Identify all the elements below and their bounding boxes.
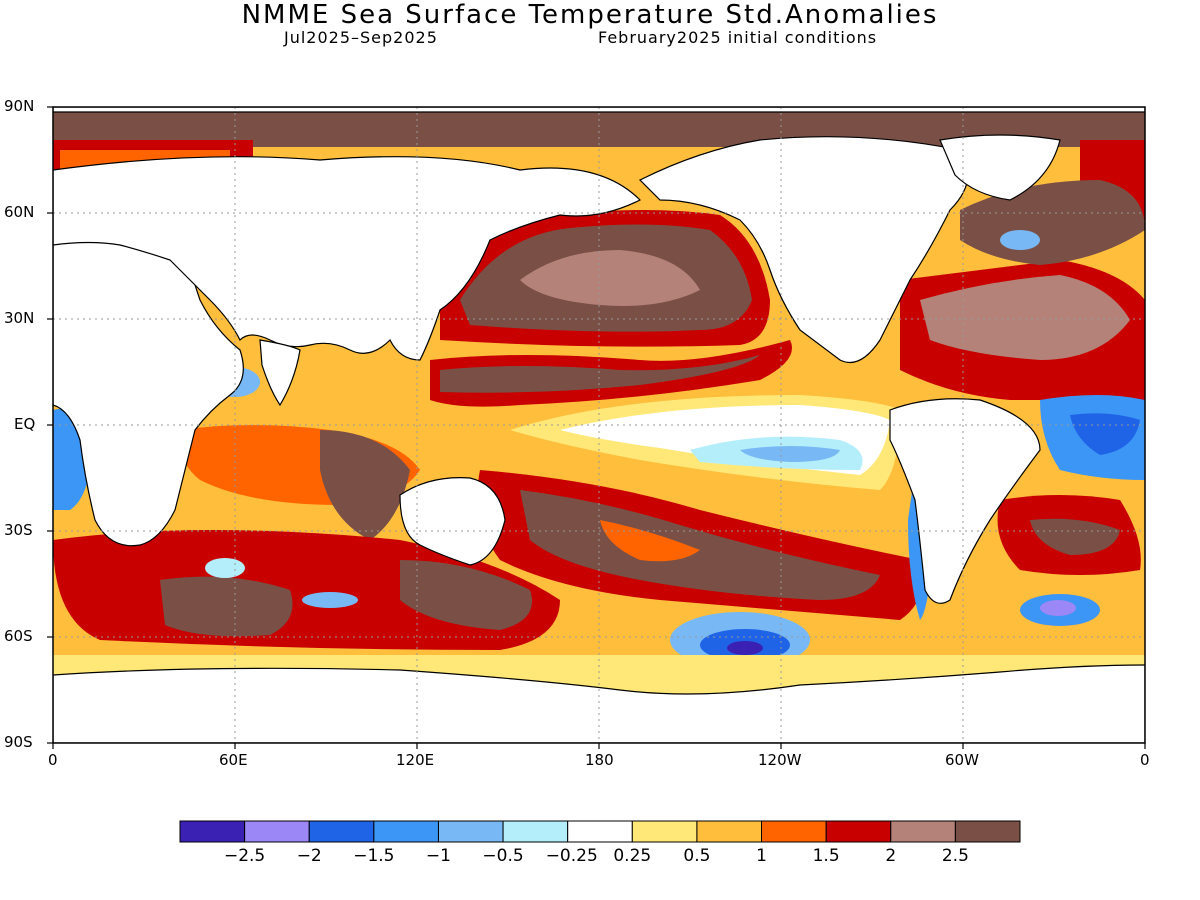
south-atlantic-brown xyxy=(1030,518,1120,555)
legend-label: 1 xyxy=(756,846,767,866)
india xyxy=(259,339,301,407)
forecast-period: Jul2025–Sep2025 xyxy=(284,28,438,47)
lon-label: 120W xyxy=(758,751,802,769)
lon-label: 0 xyxy=(1140,751,1150,769)
tropical-atlantic-cool-core xyxy=(1070,413,1140,455)
legend-swatch xyxy=(308,820,375,843)
lat-label: 30N xyxy=(4,309,35,327)
legend-swatch xyxy=(954,820,1021,843)
south-america xyxy=(889,398,1041,604)
south-pacific-brown xyxy=(520,490,880,600)
legend-label: 0.5 xyxy=(683,846,711,866)
legend-label: 2 xyxy=(885,846,897,866)
legend-label: −2 xyxy=(296,846,322,866)
arctic-edge xyxy=(53,107,1145,113)
south-indian-brown xyxy=(160,576,293,637)
lon-label: 0 xyxy=(48,751,58,769)
legend-swatch xyxy=(437,820,504,843)
australia xyxy=(399,477,506,566)
southern-ocean-cool-center xyxy=(727,641,763,655)
legend-swatch xyxy=(502,820,569,843)
legend-label: −0.5 xyxy=(482,846,524,866)
lat-label: 90S xyxy=(4,733,33,751)
indian-ocean-brown xyxy=(320,430,410,540)
lat-label: 90N xyxy=(4,97,35,115)
eurasia xyxy=(53,156,642,361)
legend-label: 0.25 xyxy=(613,846,652,866)
map-gridlines xyxy=(53,107,1145,743)
initial-conditions: February2025 initial conditions xyxy=(598,28,878,47)
legend-swatch xyxy=(631,820,698,843)
lat-label: 60N xyxy=(4,203,35,221)
lon-label: 120E xyxy=(396,751,435,769)
north-america xyxy=(638,136,969,364)
axis-ticks xyxy=(47,106,1146,749)
legend-swatch xyxy=(244,820,310,843)
legend-label: −2.5 xyxy=(223,846,266,866)
legend-swatch xyxy=(696,820,763,843)
map-title: NMME Sea Surface Temperature Std.Anomali… xyxy=(241,0,939,30)
south-pacific-orange xyxy=(600,520,700,562)
legend-swatch xyxy=(179,820,246,843)
legend-swatch xyxy=(567,820,633,843)
legend-label: −0.25 xyxy=(545,846,598,866)
legend-swatch xyxy=(825,820,892,843)
legend-swatch xyxy=(761,820,827,843)
legend-label: −1.5 xyxy=(353,846,395,866)
lon-label: 60E xyxy=(219,751,248,769)
south-australia-brown xyxy=(400,560,532,630)
legend-swatch xyxy=(890,820,956,843)
lon-label: 180 xyxy=(585,751,614,769)
lat-label: EQ xyxy=(14,415,36,433)
equatorial-cool-inner xyxy=(740,446,840,462)
south-indian-cool-2 xyxy=(302,592,358,608)
labrador-cool xyxy=(1000,230,1040,250)
legend-label: 1.5 xyxy=(812,846,840,866)
legend-swatch xyxy=(373,820,439,843)
south-atlantic-cool-core xyxy=(1040,600,1076,616)
land-masses xyxy=(53,107,1145,743)
lon-label: 60W xyxy=(945,751,979,769)
antarctica xyxy=(53,664,1145,743)
north-atlantic-brown xyxy=(920,275,1130,360)
legend-label: 2.5 xyxy=(941,846,969,866)
greenland xyxy=(939,134,1061,201)
lat-label: 30S xyxy=(4,521,33,539)
legend-label: −1 xyxy=(425,846,451,866)
north-pacific-inner xyxy=(520,250,700,306)
lat-label: 60S xyxy=(4,627,33,645)
west-pacific-brown xyxy=(440,355,760,393)
